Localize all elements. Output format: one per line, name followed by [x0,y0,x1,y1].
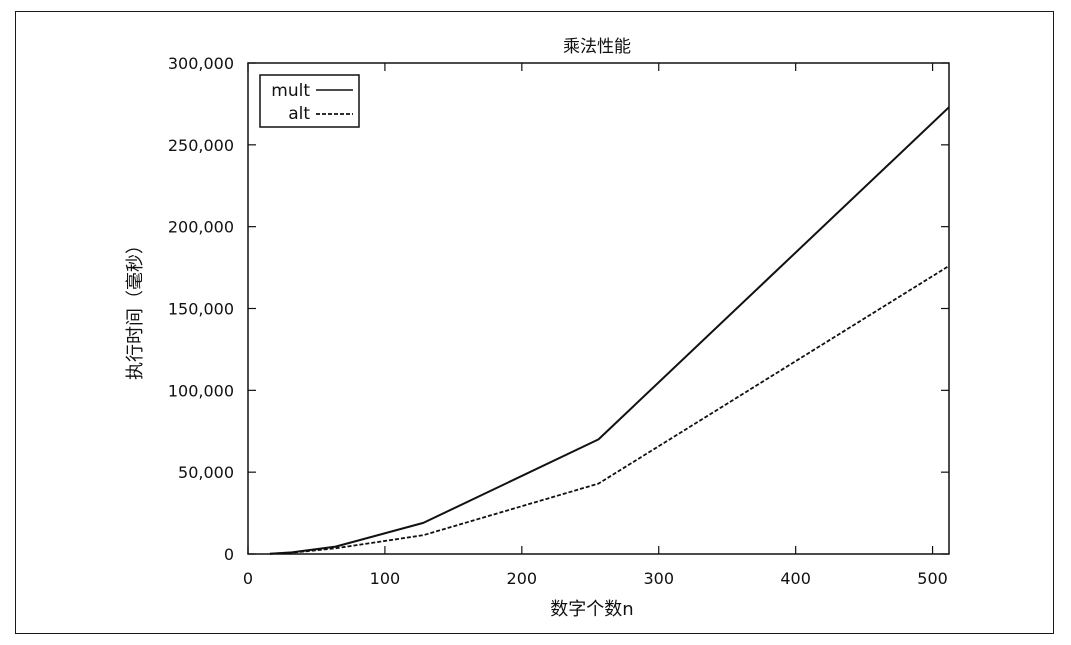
chart-title: 乘法性能 [563,37,631,57]
series-line-alt [269,265,950,555]
x-tick-label: 400 [780,569,811,588]
legend-box [259,74,360,128]
legend-label-mult: mult [271,81,310,101]
legend: mult alt [259,74,360,128]
x-tick-label: 300 [643,569,674,588]
x-axis-title: 数字个数n [550,599,633,620]
y-tick-label: 200,000 [168,218,234,237]
y-tick-label: 50,000 [178,463,234,482]
legend-label-alt: alt [288,104,310,124]
y-tick-label: 100,000 [168,381,234,400]
ticks-layer: 0 100 200 300 400 500 0 50,000 100,000 150,000 200… [168,54,949,588]
series-layer [269,106,950,555]
y-axis-title: 执行时间（毫秒） [125,236,146,380]
x-tick-label: 0 [243,569,253,588]
series-line-mult [269,106,950,555]
y-tick-label: 300,000 [168,54,234,73]
x-tick-label: 200 [507,569,538,588]
x-tick-label: 500 [917,569,948,588]
x-tick-label: 100 [370,569,401,588]
chart-frame [15,11,1054,634]
y-tick-label: 150,000 [168,300,234,319]
y-tick-label: 250,000 [168,136,234,155]
y-tick-label: 0 [224,545,234,564]
plot-area [247,62,950,555]
